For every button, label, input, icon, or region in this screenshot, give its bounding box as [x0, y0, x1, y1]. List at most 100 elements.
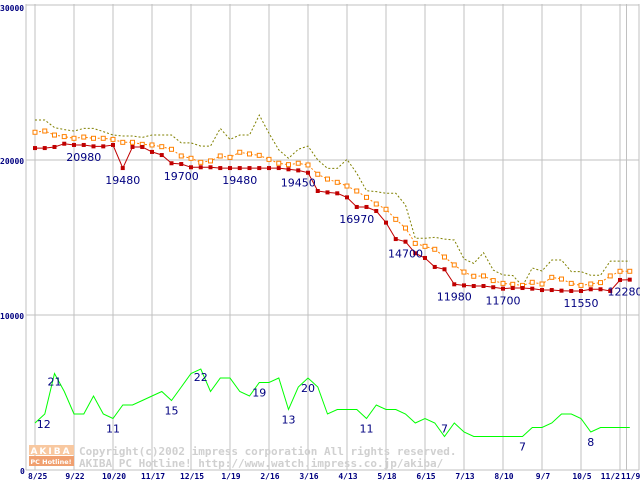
data-point-average — [588, 281, 594, 287]
x-tick-label: 8/10 — [494, 472, 513, 480]
copyright-watermark: AKIBA PC Hotline! Copyright(c)2002 impre… — [29, 445, 457, 470]
data-point-average — [559, 276, 564, 282]
data-point-min — [257, 166, 262, 171]
data-point-min — [150, 149, 154, 154]
data-point-average — [295, 160, 301, 166]
data-point-average — [315, 171, 321, 177]
data-point-min — [208, 165, 213, 170]
data-point-min — [198, 165, 203, 170]
data-point-average — [510, 281, 516, 287]
data-point-min — [598, 287, 603, 292]
y-tick-label: 10000 — [0, 312, 24, 321]
grid — [25, 4, 640, 471]
data-point-min — [540, 288, 544, 293]
data-point-average — [32, 129, 38, 135]
data-point-min — [491, 285, 496, 290]
data-point-average — [256, 152, 262, 158]
data-point-min — [315, 189, 320, 193]
x-tick-label: 1/19 — [221, 472, 240, 480]
data-point-min — [588, 287, 593, 292]
x-tick-label: 11/9 — [621, 472, 640, 480]
count-label: 11 — [106, 423, 120, 436]
data-point-average — [227, 154, 233, 160]
data-point-average — [500, 280, 506, 286]
price-label: 16970 — [339, 213, 374, 226]
price-label: 19480 — [105, 174, 140, 187]
data-point-min — [423, 255, 427, 260]
data-point-average — [208, 158, 213, 164]
data-point-average — [412, 240, 418, 246]
data-point-average — [217, 153, 223, 159]
x-tick-label: 11/17 — [141, 472, 165, 480]
data-point-average — [100, 135, 106, 141]
data-point-average — [178, 153, 184, 159]
akiba-logo-top — [29, 445, 74, 455]
data-point-average — [334, 179, 340, 185]
price-label: 19700 — [164, 170, 199, 183]
data-point-average — [403, 225, 408, 231]
data-point-average — [120, 139, 126, 145]
data-point-average — [52, 132, 57, 138]
data-point-average — [237, 149, 243, 155]
data-point-average — [471, 273, 477, 279]
data-point-min — [111, 142, 115, 147]
data-point-average — [188, 155, 194, 161]
data-point-min — [481, 284, 486, 289]
copyright-line: Copyright(c)2002 impress corporation All… — [79, 445, 457, 458]
data-point-min — [608, 288, 613, 293]
x-tick-label: 11/2 — [601, 472, 620, 480]
count-label: 7 — [519, 441, 526, 454]
data-point-min — [442, 267, 447, 272]
data-point-min — [159, 153, 164, 158]
data-point-min — [569, 288, 574, 293]
x-tick-label: 2/16 — [260, 472, 279, 480]
data-point-min — [559, 288, 564, 293]
series-line-average — [34, 130, 630, 286]
x-tick-label: 10/20 — [102, 472, 126, 480]
data-point-min — [345, 195, 349, 200]
logo-pc-hotline-text: PC Hotline! — [30, 458, 71, 466]
data-point-average — [578, 282, 584, 288]
x-tick-label: 6/15 — [416, 472, 435, 480]
data-point-min — [530, 286, 535, 291]
data-point-min — [374, 208, 379, 213]
data-point-average — [529, 279, 535, 285]
price-label: 11550 — [564, 297, 599, 310]
x-tick-label: 8/25 — [28, 472, 47, 480]
price-label: 12280 — [608, 286, 640, 299]
data-point-average — [42, 128, 48, 134]
data-point-average — [383, 206, 389, 212]
data-point-min — [42, 146, 47, 151]
price-label: 11700 — [486, 295, 521, 308]
akiba-logo-bottom — [29, 456, 74, 466]
data-point-average — [490, 278, 496, 284]
data-point-min — [169, 161, 174, 166]
y-tick-label: 30000 — [0, 4, 24, 13]
data-point-min — [325, 190, 330, 195]
data-point-min — [52, 144, 57, 149]
data-point-min — [501, 286, 505, 291]
data-point-min — [130, 144, 135, 149]
count-label: 13 — [282, 414, 296, 427]
series-lines — [32, 114, 633, 438]
data-point-average — [110, 136, 116, 142]
data-point-average — [266, 156, 272, 162]
site-line: AKIBA PC Hotline! http://www.watch.impre… — [79, 457, 444, 470]
logo-akiba-text: AKIBA — [30, 447, 71, 457]
data-point-min — [403, 239, 408, 244]
data-point-min — [393, 237, 398, 242]
data-point-average — [364, 194, 369, 200]
data-point-min — [354, 204, 359, 209]
data-point-min — [189, 165, 193, 170]
data-point-min — [549, 288, 554, 293]
x-tick-label: 9/22 — [65, 472, 84, 480]
count-label: 12 — [37, 418, 51, 431]
data-point-min — [267, 166, 271, 171]
data-point-average — [451, 262, 457, 268]
data-point-average — [432, 246, 438, 252]
data-point-min — [618, 277, 622, 282]
data-point-min — [452, 282, 457, 287]
data-point-average — [286, 162, 291, 168]
data-point-min — [296, 168, 301, 173]
